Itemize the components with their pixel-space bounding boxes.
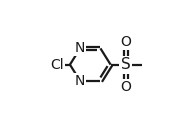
Text: O: O (120, 80, 131, 94)
Text: Cl: Cl (50, 58, 64, 72)
Text: N: N (75, 41, 85, 55)
Text: S: S (121, 57, 131, 72)
Text: N: N (75, 74, 85, 88)
Text: O: O (120, 35, 131, 49)
